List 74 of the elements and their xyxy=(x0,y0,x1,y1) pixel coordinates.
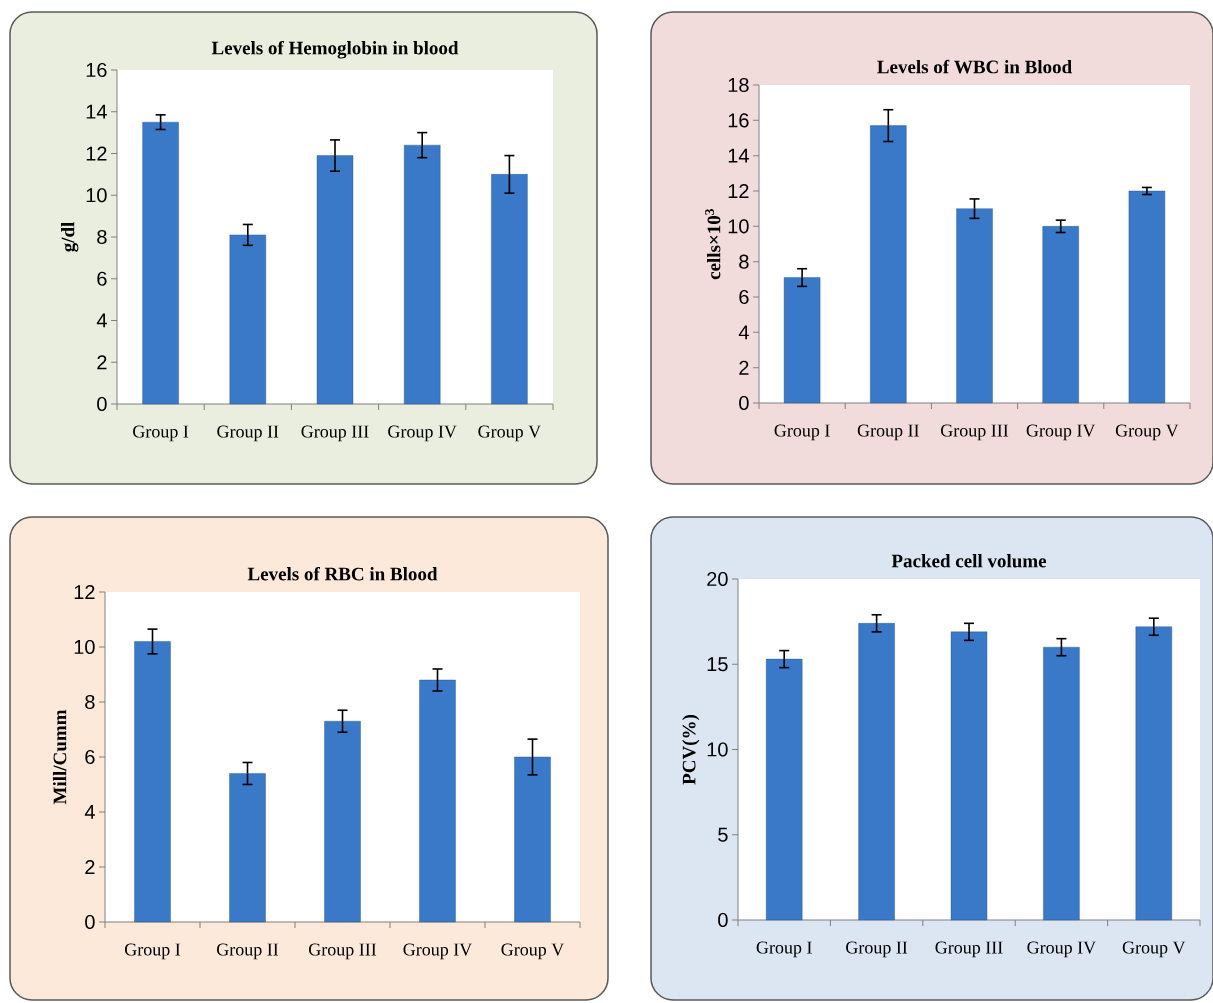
bar xyxy=(870,125,907,404)
y-tick-label: 0 xyxy=(85,914,95,930)
y-tick-label: 16 xyxy=(86,62,107,78)
y-tick-label: 0 xyxy=(718,912,728,928)
x-tick-label: Group V xyxy=(1115,424,1179,441)
x-tick-label: Group III xyxy=(309,943,377,960)
y-tick-label: 12 xyxy=(728,184,749,198)
x-tick-label: Group III xyxy=(301,425,369,442)
y-tick-label: 20 xyxy=(707,571,728,587)
y-tick-label: 6 xyxy=(85,749,95,765)
bar xyxy=(316,155,354,405)
bar xyxy=(1128,190,1166,404)
y-tick-label: 8 xyxy=(739,254,749,269)
x-tick-label: Group II xyxy=(217,943,279,960)
y-axis-title: g/dl xyxy=(60,222,79,252)
x-tick-label: Group I xyxy=(774,424,830,441)
chart-title: Levels of WBC in Blood xyxy=(877,59,1072,74)
y-tick-label: 8 xyxy=(85,694,95,710)
x-tick-label: Group I xyxy=(756,941,812,958)
y-tick-label: 12 xyxy=(74,585,95,599)
y-tick-label: 10 xyxy=(74,639,95,655)
x-tick-label: Group II xyxy=(846,941,908,958)
x-tick-label: Group III xyxy=(941,424,1009,441)
y-tick-label: 10 xyxy=(86,188,107,203)
y-axis-title: cells×10$^{3}$ xyxy=(705,209,721,280)
y-tick-label: 2 xyxy=(97,355,107,370)
x-tick-label: Group V xyxy=(478,425,541,442)
chart-title: Levels of RBC in Blood xyxy=(247,566,438,581)
y-tick-label: 14 xyxy=(728,148,749,163)
x-tick-label: Group IV xyxy=(1027,941,1096,958)
y-tick-label: 0 xyxy=(97,396,107,412)
y-tick-label: 12 xyxy=(86,146,107,161)
y-tick-label: 4 xyxy=(84,805,95,819)
x-tick-label: Group I xyxy=(125,943,181,960)
y-tick-label: 4 xyxy=(96,313,107,328)
y-tick-label: 16 xyxy=(728,113,749,128)
bar xyxy=(514,756,551,923)
y-tick-label: 2 xyxy=(85,860,95,874)
bar xyxy=(419,679,456,923)
y-tick-label: 15 xyxy=(707,657,728,672)
y-tick-label: 18 xyxy=(728,77,749,93)
y-axis-title: Mill/Cumm xyxy=(52,709,67,805)
bar xyxy=(229,773,266,923)
y-tick-label: 0 xyxy=(739,395,749,411)
chart-title: Levels of Hemoglobin in blood xyxy=(211,40,459,59)
x-tick-label: Group III xyxy=(935,941,1003,958)
x-tick-label: Group II xyxy=(217,425,279,442)
x-tick-label: Group II xyxy=(857,424,919,441)
x-tick-label: Group IV xyxy=(1026,424,1096,441)
y-tick-label: 2 xyxy=(739,360,749,375)
bar xyxy=(1042,226,1079,404)
bar xyxy=(142,121,179,405)
y-tick-label: 14 xyxy=(86,104,107,119)
bar xyxy=(134,641,171,923)
bar xyxy=(324,721,361,923)
y-tick-label: 10 xyxy=(707,742,728,757)
bar xyxy=(404,144,441,405)
x-tick-label: Group IV xyxy=(388,425,457,442)
y-tick-label: 6 xyxy=(739,289,749,305)
bar xyxy=(783,277,821,404)
y-axis-title: PCV(%) xyxy=(682,714,700,785)
x-tick-label: Group V xyxy=(1122,941,1186,958)
x-tick-label: Group IV xyxy=(403,943,473,960)
chart-title: Packed cell volume xyxy=(891,554,1047,568)
y-tick-label: 5 xyxy=(718,827,728,842)
x-tick-label: Group V xyxy=(501,943,565,960)
bar xyxy=(229,234,267,405)
y-tick-label: 6 xyxy=(97,271,107,286)
y-tick-label: 8 xyxy=(97,229,107,245)
y-tick-label: 10 xyxy=(728,219,749,234)
bar xyxy=(956,208,993,404)
bar xyxy=(491,174,528,405)
y-tick-label: 4 xyxy=(738,325,749,340)
x-tick-label: Group I xyxy=(133,425,189,442)
